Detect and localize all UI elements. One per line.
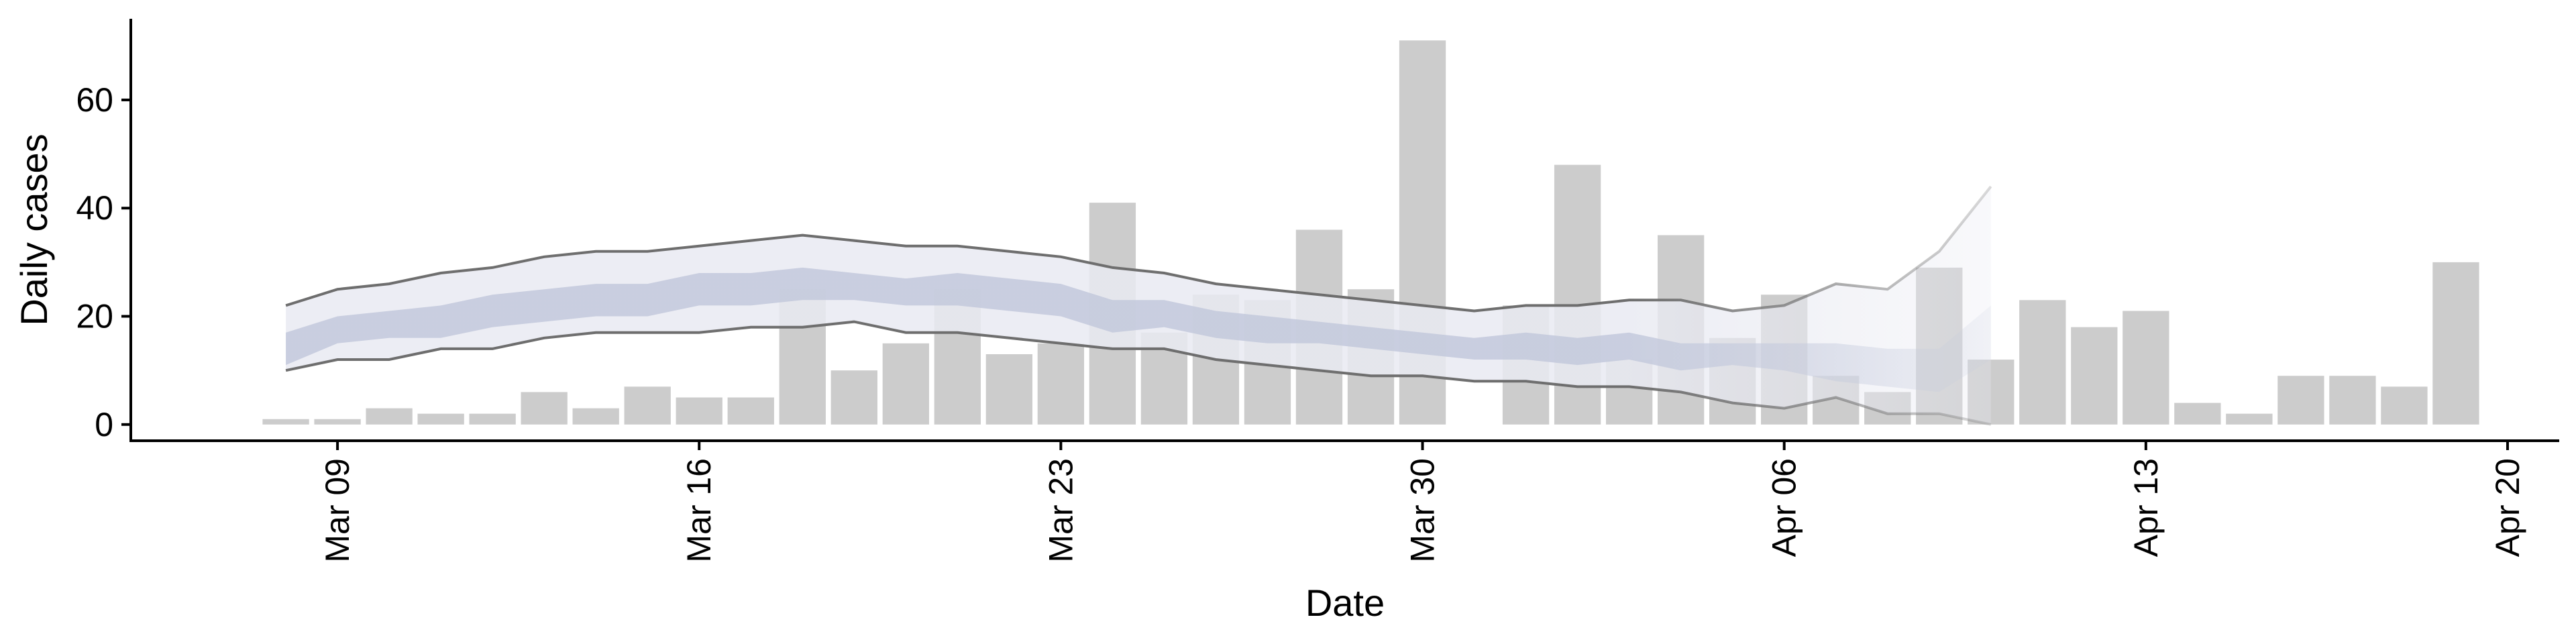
x-tick-label: Apr 20	[2489, 458, 2526, 557]
x-axis-title: Date	[1305, 582, 1385, 624]
bar-2020-03-19	[830, 370, 877, 425]
y-tick-label: 0	[95, 406, 113, 443]
y-tick-label: 20	[76, 298, 113, 335]
upper-bound-line	[285, 185, 1992, 313]
bar-2020-04-15	[2226, 413, 2273, 425]
x-tick-label: Mar 16	[680, 458, 718, 563]
bar-2020-03-17	[727, 397, 774, 425]
bar-2020-03-22	[985, 354, 1033, 425]
bar-2020-03-09	[314, 419, 361, 425]
y-axis-title: Daily cases	[13, 133, 55, 325]
axes-layer	[129, 19, 2559, 442]
bar-2020-03-15	[624, 386, 671, 425]
bar-2020-04-11	[2019, 300, 2066, 425]
bar-2020-04-12	[2071, 327, 2118, 425]
inner-interval-band	[286, 267, 1991, 392]
bar-2020-03-11	[417, 413, 464, 425]
bar-2020-03-12	[469, 413, 516, 425]
bar-2020-03-16	[676, 397, 722, 425]
x-tick-label: Mar 23	[1042, 458, 1079, 563]
bands-layer	[285, 185, 1992, 426]
x-tick-label: Apr 06	[1766, 458, 1803, 557]
bar-2020-04-18	[2381, 386, 2428, 425]
bar-2020-03-10	[366, 408, 413, 425]
bar-2020-04-16	[2277, 376, 2324, 425]
bar-2020-03-13	[521, 392, 568, 425]
ticks-layer: 0 20 40 60 Mar 09 Mar 16 Mar 23 Mar 30 Apr 06 Apr…	[76, 81, 2526, 563]
bar-2020-04-14	[2174, 402, 2221, 425]
bar-2020-03-23	[1037, 343, 1085, 425]
x-tick-label: Mar 30	[1404, 458, 1442, 563]
x-tick-label: Mar 09	[319, 458, 356, 563]
y-tick-label: 40	[76, 189, 113, 227]
bar-2020-03-08	[262, 419, 309, 425]
bar-2020-04-13	[2123, 311, 2169, 425]
bar-2020-04-17	[2329, 376, 2376, 425]
bar-2020-03-14	[572, 408, 619, 425]
bar-2020-03-20	[882, 343, 929, 425]
lower-bound-line	[285, 320, 1992, 426]
x-tick-label: Apr 13	[2127, 458, 2165, 557]
y-tick-label: 60	[76, 81, 113, 119]
bar-2020-04-19	[2432, 262, 2479, 425]
